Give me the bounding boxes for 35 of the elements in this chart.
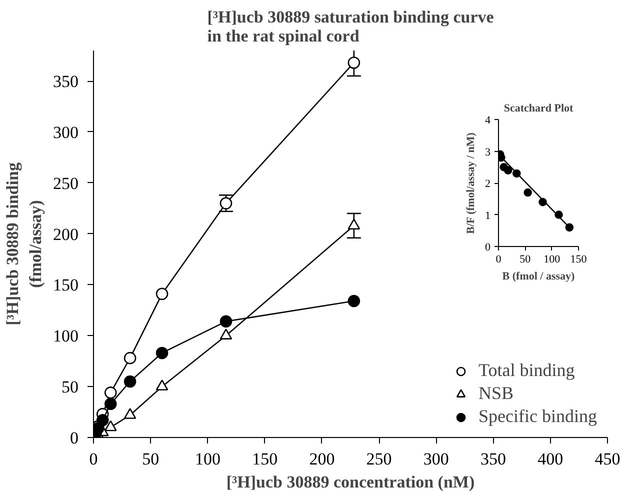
x-tick-label: 150: [252, 450, 278, 468]
x-axis-title: B (fmol / assay): [502, 270, 576, 282]
x-tick-label: 0: [496, 254, 502, 266]
y-tick-label: 350: [53, 72, 78, 92]
y-tick-label: 1: [485, 210, 490, 222]
x-tick-label: 250: [366, 450, 392, 468]
y-axis-title: B/F (fmol/assay / nM): [465, 132, 477, 234]
x-axis-title: [³H]ucb 30889 concentration (nM): [226, 472, 475, 492]
legend-label: Total binding: [478, 360, 575, 381]
chart-title: [³H]ucb 30889 saturation binding curve in the rat spinal cord: [207, 8, 494, 46]
x-tick-label: 50: [520, 254, 532, 266]
y-tick-label: 0: [485, 242, 491, 254]
x-tick-label: 100: [194, 450, 220, 468]
x-tick-label: 100: [544, 254, 561, 266]
y-tick-label: 2: [485, 178, 490, 190]
y-tick-label: 300: [53, 122, 78, 142]
chart-title: Scatchard Plot: [504, 102, 574, 114]
y-tick-label: 250: [53, 174, 78, 193]
y-tick-label: 3: [485, 146, 491, 158]
y-axis-title: [³H]ucb 30889 binding (fmol/assay): [3, 162, 45, 326]
x-tick-label: 0: [89, 450, 98, 468]
y-tick-label: 4: [485, 114, 491, 126]
x-tick-label: 300: [423, 450, 449, 468]
y-tick-label: 150: [53, 276, 78, 295]
x-tick-label: 200: [309, 450, 335, 468]
x-tick-label: 50: [142, 450, 160, 468]
y-tick-label: 100: [53, 326, 78, 346]
y-tick-label: 200: [53, 224, 78, 244]
x-tick-label: 450: [594, 450, 620, 468]
x-tick-label: 400: [538, 450, 564, 468]
x-tick-label: 150: [570, 254, 588, 266]
legend-label: NSB: [478, 383, 514, 404]
y-tick-label: 0: [70, 428, 78, 448]
y-tick-label: 50: [62, 378, 78, 397]
legend-label: Specific binding: [478, 406, 597, 427]
